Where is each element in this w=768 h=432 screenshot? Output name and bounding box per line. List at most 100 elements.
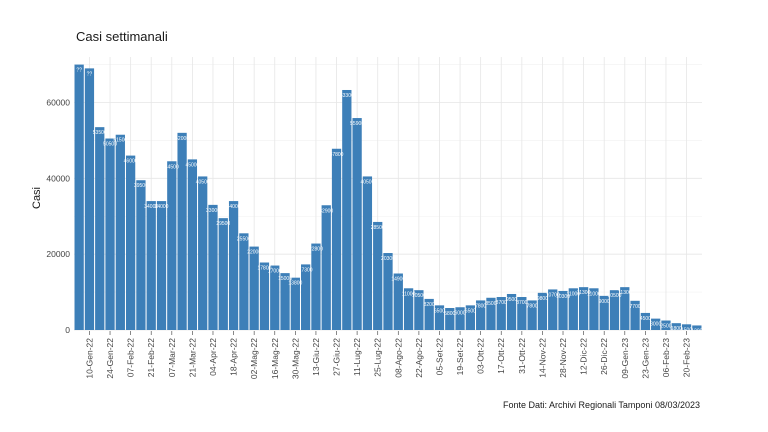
bar-value-label: 9000 xyxy=(599,299,610,305)
bar xyxy=(537,292,548,330)
x-tick-label: 08-Ago-22 xyxy=(393,338,403,378)
bar xyxy=(290,277,300,330)
bar xyxy=(671,323,681,330)
bar-value-label: 52000 xyxy=(175,136,189,142)
bar-value-label: 5800 xyxy=(444,311,455,317)
bar-value-label: 8500 xyxy=(485,301,496,307)
bar xyxy=(331,148,342,330)
bar xyxy=(486,297,496,330)
bar xyxy=(496,297,506,330)
bar-value-label: 32900 xyxy=(319,208,333,214)
x-tick-label: 02-Mag-22 xyxy=(249,338,259,379)
bar xyxy=(620,287,630,330)
bar-value-label: 3000 xyxy=(650,322,661,328)
x-tick-label: 21-Feb-22 xyxy=(146,338,156,377)
bar-value-label: 1500 xyxy=(681,327,692,333)
bar-value-label: 11300 xyxy=(618,290,632,296)
bar-value-label: 9800 xyxy=(537,296,548,302)
bar-value-label: 7800 xyxy=(475,303,486,309)
bar xyxy=(270,265,280,330)
bar-value-label: 10700 xyxy=(546,292,560,298)
bar xyxy=(568,288,578,330)
x-tick-label: 28-Nov-22 xyxy=(558,338,568,378)
bar-value-label: 53500 xyxy=(93,130,107,136)
bar xyxy=(465,305,475,330)
bar-value-label: 6500 xyxy=(465,308,476,314)
bar xyxy=(228,201,239,330)
bar-value-label: 28500 xyxy=(371,225,385,231)
bar xyxy=(218,218,228,330)
data-source-caption: Fonte Dati: Archivi Regionali Tamponi 08… xyxy=(503,400,700,410)
bar-value-label: 8200 xyxy=(424,302,435,308)
x-tick-label: 11-Lug-22 xyxy=(352,338,362,376)
bar xyxy=(352,118,362,330)
x-tick-label: 04-Apr-22 xyxy=(208,338,218,376)
bar xyxy=(125,155,136,330)
x-tick-label: 18-Apr-22 xyxy=(229,338,239,376)
bar xyxy=(383,253,393,330)
bar-value-label: 7800 xyxy=(527,303,538,309)
bar xyxy=(146,201,156,330)
bar xyxy=(156,201,167,330)
bar xyxy=(681,324,692,330)
bar-value-label: 11000 xyxy=(587,291,601,297)
bar xyxy=(661,320,671,330)
bar xyxy=(692,325,702,330)
x-tick-label: 10-Gen-22 xyxy=(84,338,94,379)
bar xyxy=(414,290,424,330)
y-tick-label: 40000 xyxy=(46,173,70,183)
x-tick-label: 16-Mag-22 xyxy=(270,338,280,379)
bar-value-label: 45000 xyxy=(185,162,199,168)
bar-value-label: 1200 xyxy=(691,328,702,334)
bar xyxy=(373,221,383,330)
bar xyxy=(599,295,609,330)
bar xyxy=(239,233,249,330)
x-tick-label: 23-Gen-23 xyxy=(640,338,650,379)
bars xyxy=(74,64,702,330)
bar xyxy=(578,287,589,330)
x-tick-label: 14-Nov-22 xyxy=(537,338,547,378)
x-tick-label: 03-Ott-22 xyxy=(476,338,486,374)
bar-value-label: 22000 xyxy=(247,250,261,256)
bar-value-label: 63300 xyxy=(340,93,354,99)
bar xyxy=(301,264,311,330)
x-axis: 10-Gen-22 24-Gen-22 07-Feb-22 21-Feb-22 07-M… xyxy=(84,331,692,379)
bar-value-label: 10500 xyxy=(608,293,622,299)
bar-value-label: 8700 xyxy=(516,300,527,306)
bar-value-label: 7700 xyxy=(630,304,641,310)
bar-value-label: 20300 xyxy=(381,256,395,262)
bar xyxy=(445,308,455,330)
x-tick-label: 09-Gen-23 xyxy=(620,338,630,379)
bar xyxy=(321,205,331,330)
bar xyxy=(476,300,486,330)
bar-value-label: 10500 xyxy=(412,293,426,299)
x-tick-label: 06-Feb-23 xyxy=(661,338,671,377)
x-tick-label: 20-Feb-23 xyxy=(682,338,692,377)
bar xyxy=(651,318,661,330)
bar xyxy=(280,273,290,330)
bar xyxy=(393,273,403,330)
x-tick-label: 24-Gen-22 xyxy=(105,338,115,379)
bar xyxy=(187,159,198,330)
bar xyxy=(136,180,146,330)
x-tick-label: 30-Mag-22 xyxy=(290,338,300,379)
bar xyxy=(84,68,95,330)
x-tick-label: 31-Ott-22 xyxy=(517,338,527,374)
x-tick-label: 21-Mar-22 xyxy=(187,338,197,377)
x-tick-label: 22-Ago-22 xyxy=(414,338,424,378)
bar xyxy=(589,288,599,330)
bar-value-label: 10300 xyxy=(556,294,570,300)
x-tick-label: 07-Feb-22 xyxy=(126,338,136,377)
chart-title: Casi settimanali xyxy=(76,29,168,44)
bar-value-label: ?? xyxy=(76,68,82,74)
bar-value-label: 40500 xyxy=(196,179,210,185)
bar xyxy=(434,305,445,330)
bar-value-label: 22800 xyxy=(309,247,323,253)
bar-value-label: 34000 xyxy=(155,204,169,210)
bar xyxy=(208,204,218,330)
bar xyxy=(259,262,270,330)
bar xyxy=(311,243,321,330)
bar xyxy=(609,290,620,330)
bar-value-label: 33000 xyxy=(206,208,220,214)
bar xyxy=(527,300,537,330)
